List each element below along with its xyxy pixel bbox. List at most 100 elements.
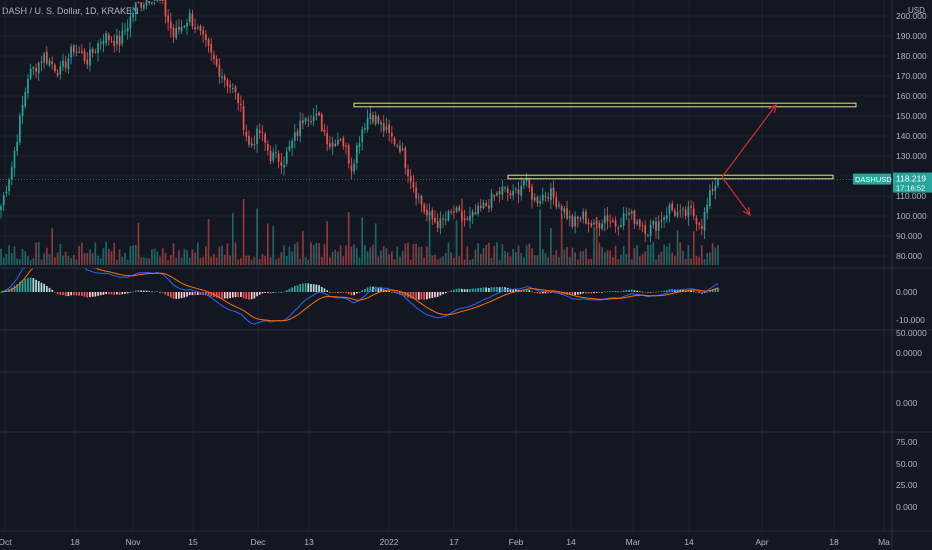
candle-body (70, 46, 72, 58)
volume-bar (207, 219, 210, 265)
macd-histogram-bar (229, 292, 231, 299)
volume-bar (196, 242, 199, 265)
macd-histogram-bar (617, 291, 620, 293)
macd-histogram-bar (404, 292, 407, 297)
candle-body (59, 65, 62, 75)
volume-bar (48, 254, 51, 265)
volume-bar (390, 251, 393, 265)
candle-body (215, 58, 218, 66)
volume-bar (218, 246, 221, 265)
volume-bar (83, 253, 86, 265)
volume-bar (668, 243, 671, 265)
volume-bar (167, 259, 169, 265)
macd-histogram-bar (37, 281, 40, 292)
candle-body (129, 16, 132, 29)
macd-histogram-bar (447, 291, 450, 293)
macd-histogram-bar (116, 292, 118, 295)
candle-body (493, 195, 496, 197)
macd-histogram-bar (167, 292, 169, 297)
candle-body (579, 218, 582, 220)
volume-bar (102, 248, 105, 265)
candle-body (533, 197, 536, 201)
candle-body (447, 211, 450, 221)
macd-histogram-bar (326, 290, 329, 292)
volume-bar (334, 249, 337, 265)
macd-histogram-bar (164, 292, 167, 295)
candles (0, 0, 719, 243)
volume-bar (434, 254, 436, 265)
volume-bar (312, 244, 315, 265)
candle-body (175, 27, 178, 39)
macd-histogram-bar (668, 289, 671, 292)
candle-body (86, 59, 89, 65)
macd-histogram-bar (13, 285, 16, 292)
candle-body (72, 45, 75, 53)
candle-body (598, 222, 601, 228)
macd-histogram-bar (129, 292, 132, 293)
volume-bar (16, 258, 19, 265)
candle-body (264, 133, 267, 143)
macd-histogram-bar (576, 292, 579, 295)
candle-body (113, 40, 116, 46)
volume-bar (603, 252, 606, 265)
macd-histogram-bar (665, 290, 668, 292)
candle-body (145, 0, 148, 6)
volume-bar (539, 209, 541, 265)
symbol-tag-box (853, 173, 891, 185)
candle-body (45, 51, 48, 64)
candle-body (479, 205, 482, 209)
candle-body (56, 72, 59, 76)
candle-body (83, 51, 86, 61)
volume-bar (709, 252, 711, 265)
macd-histogram-bar (291, 287, 293, 292)
candle-body (296, 131, 299, 136)
time-axis-label: Nov (125, 537, 141, 547)
candle-body (439, 218, 442, 229)
projection-arrow-head (768, 103, 777, 113)
macd-histogram-bar (21, 280, 24, 292)
macd-histogram-bar (207, 292, 210, 296)
candle-body (560, 205, 563, 211)
candle-body (62, 60, 64, 67)
candle-body (159, 0, 161, 1)
candle-body (285, 151, 288, 164)
volume-bar (45, 247, 48, 265)
candle-body (237, 93, 240, 104)
volume-bar (657, 254, 660, 265)
volume-bar (75, 259, 78, 265)
volume-bar (283, 245, 285, 265)
volume-bar (638, 256, 641, 265)
volume-bar (498, 259, 501, 265)
macd-histogram-bar (431, 292, 434, 298)
volume-bar (439, 257, 442, 265)
macd-histogram-bar (186, 292, 188, 297)
candle-body (692, 208, 695, 217)
macd-histogram-bar (488, 287, 490, 292)
candle-body (67, 58, 70, 70)
candle-body (37, 62, 40, 74)
candle-body (35, 67, 37, 72)
volume-bar (528, 243, 531, 265)
macd-histogram-bar (347, 292, 350, 295)
candle-body (223, 76, 226, 80)
macd-histogram-bar (51, 289, 54, 292)
volume-bar (471, 258, 474, 265)
volume-bar (277, 257, 280, 265)
volume-bar (43, 253, 45, 265)
volume-bar (151, 249, 153, 265)
candle-body (660, 220, 663, 222)
volume-bar (361, 217, 364, 265)
macd-histogram-bar (469, 289, 471, 292)
volume-bar (129, 246, 132, 265)
volume-bar (296, 242, 299, 265)
candle-body (622, 213, 625, 226)
macd-histogram-bar (512, 289, 514, 292)
macd-histogram-bar (81, 292, 83, 296)
macd-histogram-bar (466, 289, 469, 292)
macd-histogram-bar (245, 292, 248, 300)
volume-bar (54, 257, 56, 265)
candle-body (690, 206, 692, 208)
macd-histogram-bar (463, 289, 466, 292)
